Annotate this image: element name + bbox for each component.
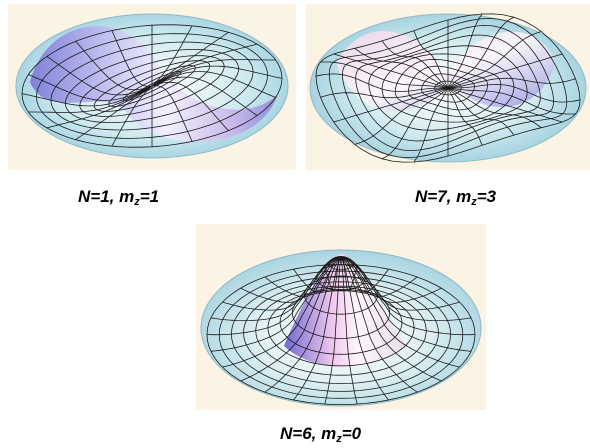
mesh-spoke <box>447 87 542 129</box>
mesh-spoke <box>75 85 153 141</box>
mesh-spoke <box>340 257 442 382</box>
mesh-spoke <box>240 256 342 303</box>
mesh-spoke <box>413 30 449 89</box>
mesh-spoke <box>340 255 358 292</box>
surface-plot-n6 <box>200 249 482 407</box>
mesh-spoke <box>28 74 153 101</box>
mesh-spoke <box>151 81 229 131</box>
caption-subscript: z <box>336 433 342 445</box>
mesh-spoke <box>333 87 449 123</box>
surface-plot-n1 <box>15 13 289 159</box>
mesh-spoke <box>46 85 153 129</box>
mesh-spoke <box>340 257 418 393</box>
mesh-spoke <box>447 87 576 115</box>
mesh-spoke <box>151 85 193 142</box>
caption-n1-m1: N=1, mz=1 <box>78 188 159 208</box>
mesh-spoke <box>448 83 581 103</box>
mesh-spoke <box>320 87 449 99</box>
mesh-spoke <box>447 31 542 89</box>
mesh-spoke <box>111 30 153 87</box>
mesh-spoke <box>151 65 283 87</box>
mesh-spoke <box>264 257 342 393</box>
mesh-spoke <box>21 85 153 107</box>
mesh-spoke <box>447 77 576 89</box>
mesh-spoke <box>340 257 389 401</box>
caption-n6-m0: N=6, mz=0 <box>280 425 361 445</box>
mesh-spoke <box>151 59 276 87</box>
mesh-spoke <box>447 13 483 89</box>
caption-n7-m3: N=7, mz=3 <box>415 188 496 208</box>
caption-value-part: =1 <box>139 187 160 206</box>
caption-n-part: N=1, m <box>78 187 135 206</box>
wavefunction-plot-n6-m0 <box>196 224 486 410</box>
mesh-spoke <box>413 87 449 163</box>
mesh-spoke <box>151 31 229 87</box>
mesh-spoke <box>324 255 342 292</box>
mesh-spoke <box>75 41 153 91</box>
mesh-spoke <box>447 53 563 89</box>
mesh-spoke <box>340 256 418 298</box>
caption-subscript: z <box>134 196 140 208</box>
mesh-spoke <box>320 61 449 89</box>
mesh-spoke <box>340 257 460 368</box>
wavefunction-plot-n1-m1 <box>8 4 296 170</box>
caption-subscript: z <box>471 196 477 208</box>
mesh-spoke <box>340 256 389 294</box>
mesh-spoke <box>354 47 449 89</box>
mesh-spoke <box>333 53 449 89</box>
mesh-spoke <box>324 257 342 405</box>
mesh-spoke <box>210 257 342 352</box>
caption-value-part: =3 <box>476 187 497 206</box>
mesh-spoke <box>340 256 442 303</box>
mesh-spoke <box>340 257 472 352</box>
mesh-spoke <box>151 43 258 87</box>
mesh-spoke <box>151 25 193 87</box>
caption-n-part: N=6, m <box>280 424 337 443</box>
mesh-spoke <box>381 87 449 160</box>
caption-n-part: N=7, m <box>415 187 472 206</box>
surface-plot-n7 <box>309 13 587 163</box>
mesh-spoke <box>240 257 342 382</box>
mesh-spoke <box>222 257 342 368</box>
mesh-spoke <box>222 257 342 311</box>
mesh-spoke <box>28 85 153 113</box>
mesh-spoke <box>151 71 276 98</box>
mesh-spoke <box>151 76 258 116</box>
mesh-spoke <box>381 40 449 89</box>
mesh-spoke <box>340 257 358 405</box>
mesh-spoke <box>293 257 342 401</box>
mesh-spoke <box>447 87 483 146</box>
mesh-spoke <box>354 87 449 145</box>
mesh-spoke <box>111 85 153 147</box>
mesh-spoke <box>447 87 515 136</box>
wavefunction-plot-n7-m3 <box>306 4 590 170</box>
mesh-spoke <box>340 257 472 321</box>
mesh-spoke <box>46 56 153 96</box>
mesh-spoke <box>447 87 563 123</box>
caption-value-part: =0 <box>341 424 362 443</box>
mesh-spoke <box>293 256 342 294</box>
mesh-spoke <box>264 256 342 298</box>
mesh-spoke <box>315 73 448 93</box>
mesh-spoke <box>447 16 515 89</box>
